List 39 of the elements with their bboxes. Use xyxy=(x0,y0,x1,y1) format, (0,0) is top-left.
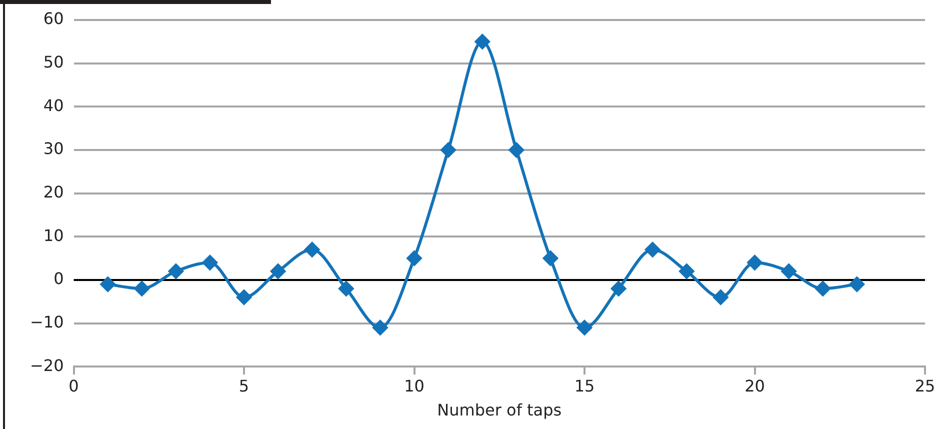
x-tick-label: 15 xyxy=(574,376,595,396)
point xyxy=(100,276,116,292)
point xyxy=(474,34,490,50)
y-tick-label: 20 xyxy=(43,182,64,202)
point xyxy=(236,290,252,305)
point xyxy=(168,264,184,279)
point xyxy=(679,264,694,279)
point xyxy=(815,281,830,296)
point xyxy=(372,320,388,336)
y-tick-label: 40 xyxy=(43,96,64,115)
point xyxy=(849,276,864,292)
point xyxy=(304,242,320,258)
point xyxy=(202,255,218,270)
point xyxy=(406,250,422,266)
point xyxy=(270,264,286,279)
x-tick-label: 20 xyxy=(744,376,765,396)
point xyxy=(542,250,558,266)
y-tick-label: −20 xyxy=(30,356,64,375)
y-tick-label: 50 xyxy=(43,52,64,72)
point xyxy=(781,264,796,279)
point xyxy=(440,142,456,158)
x-tick-label: 5 xyxy=(238,376,250,396)
y-tick-label: 0 xyxy=(54,269,64,288)
x-axis-title: Number of taps xyxy=(437,400,562,420)
y-tick-label: 30 xyxy=(43,139,64,158)
point xyxy=(645,242,660,258)
x-tick-label: 10 xyxy=(404,376,424,396)
point xyxy=(747,255,762,270)
point xyxy=(508,142,524,158)
point xyxy=(577,320,592,336)
y-tick-label: 10 xyxy=(43,226,64,245)
x-tick-label: 25 xyxy=(914,376,936,396)
point xyxy=(713,290,728,305)
point xyxy=(611,281,626,296)
x-tick-label: 0 xyxy=(68,376,79,396)
y-tick-label: 60 xyxy=(43,9,64,28)
point xyxy=(134,281,150,296)
y-tick-label: −10 xyxy=(30,312,64,332)
point xyxy=(338,281,354,296)
